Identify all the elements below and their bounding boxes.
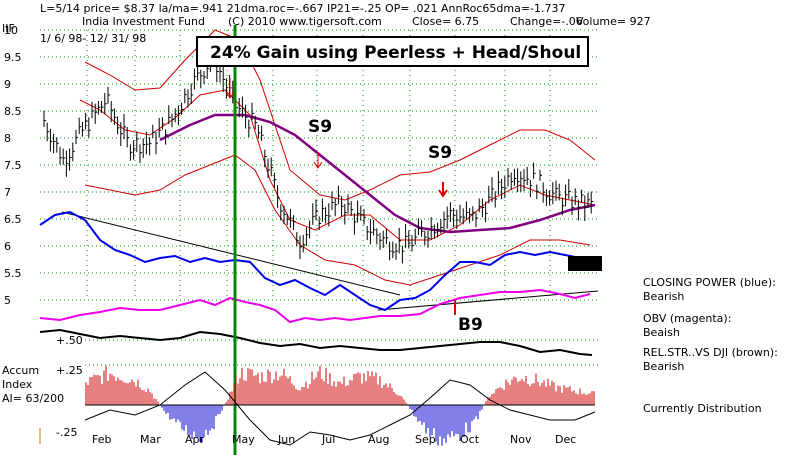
obv-title: OBV (magenta): xyxy=(643,312,731,325)
closing-power-line xyxy=(39,210,591,312)
accum-level-lo: -.25 xyxy=(56,426,77,439)
red-arrow-3 xyxy=(438,182,448,198)
short-ma xyxy=(79,89,596,241)
month-axis: Feb Mar Apr May Jun Jul Aug Sep Oct Nov Dec xyxy=(92,433,576,446)
price-tick-label: 10 xyxy=(4,24,18,37)
month-label: Jul xyxy=(321,433,335,446)
accum-title: Accum xyxy=(2,364,39,377)
accum-average xyxy=(84,371,596,446)
fund-name: India Investment Fund xyxy=(82,15,205,28)
change-value: Change=-.06 xyxy=(510,15,583,28)
headline-box xyxy=(196,36,589,67)
price-badge xyxy=(568,256,602,271)
date-range: 1/ 6/ 98- 12/ 31/ 98 xyxy=(40,32,146,45)
month-label: Oct xyxy=(460,433,480,446)
grid-lines xyxy=(40,29,598,366)
month-label: Nov xyxy=(510,433,532,446)
accum-histogram xyxy=(85,365,595,446)
month-label: Jun xyxy=(277,433,295,446)
lower-band xyxy=(84,154,591,286)
signal-s9-first: S9 xyxy=(308,117,332,137)
price-tick-label: 7 xyxy=(4,186,11,199)
volume-value: Volume= 927 xyxy=(576,15,651,28)
accum-subtitle: Index xyxy=(2,378,33,391)
signal-b9: B9 xyxy=(458,315,483,335)
rel-strength-title: REL.STR..VS DJI (brown): xyxy=(643,346,778,359)
rel-strength-line xyxy=(39,328,593,356)
price-badge-text: 6.57 xyxy=(573,257,603,271)
month-label: Apr xyxy=(185,433,205,446)
price-tick-label: 5 xyxy=(4,294,11,307)
price-tick-label: 6.5 xyxy=(4,213,22,226)
price-tick-label: 8 xyxy=(4,132,11,145)
rel-strength-value: Bearish xyxy=(643,360,684,373)
month-label: Feb xyxy=(92,433,111,446)
month-label: May xyxy=(232,433,255,446)
month-label: Sep xyxy=(415,433,436,446)
accum-ai: AI= 63/200 xyxy=(2,392,64,405)
close-value: Close= 6.75 xyxy=(412,15,479,28)
price-tick-label: 9 xyxy=(4,78,11,91)
month-label: Dec xyxy=(555,433,576,446)
trend-line-down xyxy=(61,211,401,296)
accum-level-mid: +.25 xyxy=(56,364,83,377)
signal-s9-second: S9 xyxy=(428,143,452,163)
price-tick-label: 8.5 xyxy=(4,105,22,118)
closing-power-title: CLOSING POWER (blue): xyxy=(643,276,776,289)
ticker-symbol: IIF xyxy=(2,22,15,35)
price-tick-label: 9.5 xyxy=(4,51,22,64)
copyright: (C) 2010 www.tigersoft.com xyxy=(228,15,382,28)
header-stats: L=5/14 price= $8.37 la/ma=.941 21dma.roc… xyxy=(40,2,566,15)
distribution-status: Currently Distribution xyxy=(643,402,762,415)
red-arrow-1 xyxy=(225,78,235,99)
obv-value: Beaish xyxy=(643,326,680,339)
price-tick-label: 7.5 xyxy=(4,159,22,172)
month-label: Aug xyxy=(368,433,389,446)
red-arrow-2 xyxy=(313,152,323,169)
price-axis: 10 9.5 9 8.5 8 7.5 7 6.5 6 5.5 5 xyxy=(4,24,22,307)
price-bars xyxy=(43,39,594,264)
price-tick-label: 6 xyxy=(4,240,11,253)
accum-level-hi: +.50 xyxy=(56,334,83,347)
price-tick-label: 5.5 xyxy=(4,267,22,280)
month-label: Mar xyxy=(140,433,161,446)
long-ma xyxy=(159,113,596,234)
headline-text: 24% Gain using Peerless + Head/Shoul xyxy=(210,43,581,63)
closing-power-value: Bearish xyxy=(643,290,684,303)
obv-line xyxy=(39,288,591,324)
